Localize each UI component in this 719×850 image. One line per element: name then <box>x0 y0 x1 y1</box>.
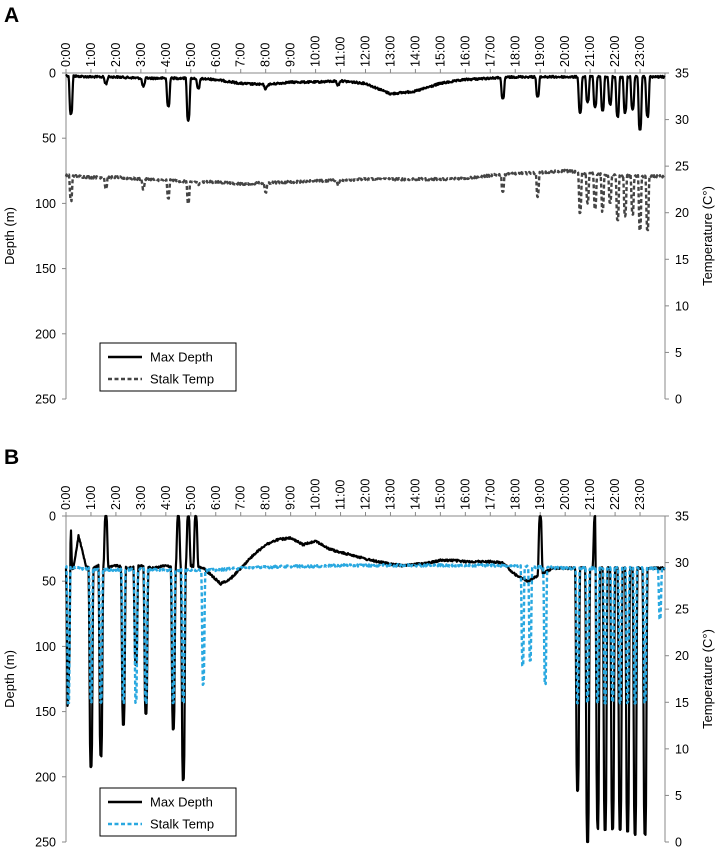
x-tick-label: 19:00 <box>533 479 547 510</box>
y-tick-label-left: 150 <box>35 262 56 276</box>
y-tick-label-left: 250 <box>35 393 56 407</box>
y-tick-label-right: 20 <box>675 649 689 663</box>
x-tick-label: 5:00 <box>184 486 198 510</box>
x-tick-label: 2:00 <box>109 486 123 510</box>
panel-a: A 0:00 1:00 2:00 3:00 4:00 5:00 6:00 7:00 8:00 9:0… <box>2 4 715 407</box>
x-tick-label: 10:00 <box>309 36 323 67</box>
x-tick-label: 21:00 <box>583 36 597 67</box>
y-tick-label-left: 100 <box>35 640 56 654</box>
y-tick-label-right: 0 <box>675 393 682 407</box>
x-tick-label: 10:00 <box>309 479 323 510</box>
x-tick-label: 4:00 <box>159 43 173 67</box>
panel-b: B 0:00 1:00 2:00 3:00 4:00 5:00 6:00 7:00 8:00 9:0… <box>2 446 715 850</box>
x-tick-label: 15:00 <box>433 36 447 67</box>
x-tick-label: 7:00 <box>234 486 248 510</box>
x-tick-label: 20:00 <box>558 36 572 67</box>
x-tick-label: 8:00 <box>259 43 273 67</box>
y-tick-label-right: 25 <box>675 603 689 617</box>
y-tick-label-right: 10 <box>675 742 689 756</box>
y-tick-label-right: 25 <box>675 160 689 174</box>
x-tick-label: 2:00 <box>109 43 123 67</box>
y-tick-label-left: 100 <box>35 197 56 211</box>
y-tick-label-right: 35 <box>675 510 689 524</box>
x-tick-label: 13:00 <box>383 36 397 67</box>
legend-box <box>99 787 237 837</box>
y-tick-label-right: 0 <box>675 836 682 850</box>
x-tick-label: 9:00 <box>284 486 298 510</box>
x-tick-label: 14:00 <box>408 36 422 67</box>
x-tick-label: 7:00 <box>234 43 248 67</box>
x-tick-label: 17:00 <box>483 36 497 67</box>
x-tick-label: 23:00 <box>633 36 647 67</box>
stalk-temp-line <box>64 168 667 232</box>
y-tick-label-right: 10 <box>675 299 689 313</box>
y-tick-label-right: 30 <box>675 113 689 127</box>
legend: Max Depth Stalk Temp <box>99 787 237 837</box>
x-tick-label: 12:00 <box>359 36 373 67</box>
x-tick-label: 13:00 <box>383 479 397 510</box>
y-tick-label-right: 30 <box>675 556 689 570</box>
y-tick-label-right: 20 <box>675 206 689 220</box>
x-tick-label: 16:00 <box>458 479 472 510</box>
x-tick-label: 0:00 <box>59 486 73 510</box>
legend: Max Depth Stalk Temp <box>99 342 237 392</box>
x-tick-label: 20:00 <box>558 479 572 510</box>
x-tick-label: 3:00 <box>134 486 148 510</box>
x-tick-label: 11:00 <box>334 480 348 510</box>
x-tick-label: 19:00 <box>533 36 547 67</box>
y-axis-title-left: Depth (m) <box>2 650 17 708</box>
x-tick-label: 6:00 <box>209 486 223 510</box>
y-axis-title-right: Temperature (C°) <box>700 186 715 286</box>
x-tick-label: 11:00 <box>334 37 348 67</box>
legend-label-stalk-temp: Stalk Temp <box>150 372 214 387</box>
y-tick-label-right: 35 <box>675 67 689 81</box>
y-tick-label-left: 250 <box>35 836 56 850</box>
y-tick-label-left: 0 <box>49 67 56 81</box>
x-tick-label: 17:00 <box>483 479 497 510</box>
y-tick-label-left: 200 <box>35 327 56 341</box>
legend-box <box>99 342 237 392</box>
x-tick-label: 0:00 <box>59 43 73 67</box>
x-tick-label: 16:00 <box>458 36 472 67</box>
y-tick-label-left: 200 <box>35 770 56 784</box>
x-tick-label: 21:00 <box>583 479 597 510</box>
y-tick-label-left: 50 <box>42 132 56 146</box>
y-tick-label-left: 150 <box>35 705 56 719</box>
x-tick-label: 1:00 <box>84 486 98 510</box>
x-tick-label: 5:00 <box>184 43 198 67</box>
x-tick-label: 6:00 <box>209 43 223 67</box>
x-tick-label: 4:00 <box>159 486 173 510</box>
x-tick-label: 18:00 <box>508 36 522 67</box>
max-depth-line <box>64 514 666 844</box>
x-tick-label: 22:00 <box>608 479 622 510</box>
y-axis-title-right: Temperature (C°) <box>700 629 715 729</box>
x-tick-label: 1:00 <box>84 43 98 67</box>
y-tick-label-right: 15 <box>675 253 689 267</box>
y-axis-title-left: Depth (m) <box>2 207 17 265</box>
x-tick-label: 23:00 <box>633 479 647 510</box>
max-depth-line <box>65 74 666 131</box>
legend-label-stalk-temp: Stalk Temp <box>150 817 214 832</box>
y-tick-label-right: 5 <box>675 789 682 803</box>
x-tick-label: 14:00 <box>408 479 422 510</box>
legend-label-max-depth: Max Depth <box>150 795 213 810</box>
y-tick-label-left: 50 <box>42 575 56 589</box>
y-tick-label-right: 5 <box>675 346 682 360</box>
x-tick-label: 22:00 <box>608 36 622 67</box>
x-tick-label: 15:00 <box>433 479 447 510</box>
x-tick-label: 18:00 <box>508 479 522 510</box>
x-tick-label: 12:00 <box>359 479 373 510</box>
panel-label: A <box>4 4 19 27</box>
legend-label-max-depth: Max Depth <box>150 350 213 365</box>
x-tick-label: 3:00 <box>134 43 148 67</box>
y-tick-label-right: 15 <box>675 696 689 710</box>
panel-label: B <box>4 446 19 469</box>
y-tick-label-left: 0 <box>49 510 56 524</box>
x-tick-label: 9:00 <box>284 43 298 67</box>
x-tick-label: 8:00 <box>259 486 273 510</box>
